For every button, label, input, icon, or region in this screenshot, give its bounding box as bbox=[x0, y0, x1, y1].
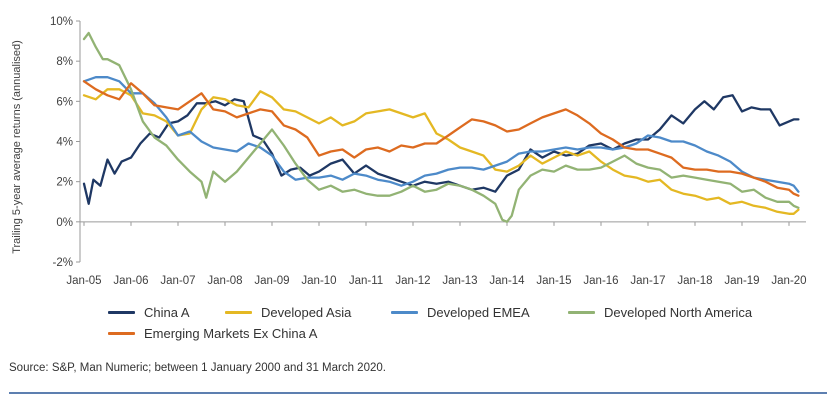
x-tick-label: Jan-20 bbox=[771, 275, 806, 287]
y-tick-label: 6% bbox=[56, 96, 73, 108]
legend-item-emerging-markets-ex-china-a: Emerging Markets Ex China A bbox=[108, 326, 317, 341]
legend-swatch bbox=[108, 311, 135, 314]
series-line-developed-north-america bbox=[82, 31, 800, 223]
x-tick-label: Jan-14 bbox=[489, 275, 525, 287]
chart-series bbox=[82, 31, 800, 223]
x-tick-label: Jan-15 bbox=[536, 275, 571, 287]
y-tick-label: -2% bbox=[53, 257, 73, 269]
x-tick-label: Jan-05 bbox=[66, 275, 101, 287]
chart-axes bbox=[76, 20, 806, 263]
legend-swatch bbox=[108, 332, 135, 335]
legend-swatch bbox=[225, 311, 252, 314]
legend-item-developed-asia: Developed Asia bbox=[225, 305, 391, 320]
x-tick-label: Jan-12 bbox=[395, 275, 430, 287]
y-tick-label: 8% bbox=[56, 56, 73, 68]
legend-row-1: China A Developed Asia Developed EMEA De… bbox=[108, 302, 808, 323]
legend-item-developed-north-america: Developed North America bbox=[568, 305, 752, 320]
y-axis-label: Trailing 5-year average returns (annuali… bbox=[11, 40, 23, 254]
y-tick-label: 2% bbox=[56, 177, 73, 189]
legend-row-2: Emerging Markets Ex China A bbox=[108, 323, 808, 344]
y-tick-label: 4% bbox=[56, 137, 73, 149]
series-line-developed-asia bbox=[82, 88, 800, 215]
legend-item-china-a: China A bbox=[108, 305, 225, 320]
x-tick-label: Jan-08 bbox=[207, 275, 242, 287]
x-tick-label: Jan-09 bbox=[254, 275, 289, 287]
legend-swatch bbox=[391, 311, 418, 314]
x-tick-label: Jan-11 bbox=[349, 275, 383, 287]
line-chart: -2% 0% 2% 4% 6% 8% 10% Jan-05 Jan-06 Jan-07 Jan-08… bbox=[11, 16, 807, 287]
legend-label: Developed North America bbox=[604, 305, 753, 320]
legend-item-developed-emea: Developed EMEA bbox=[391, 305, 568, 320]
divider bbox=[9, 392, 827, 394]
legend-label: China A bbox=[144, 305, 190, 320]
series-line-china-a bbox=[82, 94, 800, 205]
x-tick-label: Jan-07 bbox=[160, 275, 195, 287]
x-tick-label: Jan-17 bbox=[630, 275, 665, 287]
legend-label: Developed Asia bbox=[261, 305, 352, 320]
x-tick-label: Jan-13 bbox=[442, 275, 477, 287]
y-tick-label: 0% bbox=[56, 217, 73, 229]
x-tick-label: Jan-10 bbox=[301, 275, 336, 287]
legend-swatch bbox=[568, 311, 595, 314]
x-tick-label: Jan-06 bbox=[113, 275, 148, 287]
legend-label: Emerging Markets Ex China A bbox=[144, 326, 318, 341]
x-tick-label: Jan-19 bbox=[724, 275, 759, 287]
series-line-emerging-markets-ex-china-a bbox=[82, 80, 800, 197]
source-note: Source: S&P, Man Numeric; between 1 Janu… bbox=[9, 362, 386, 374]
chart-tick-labels: -2% 0% 2% 4% 6% 8% 10% Jan-05 Jan-06 Jan-07 Jan-08… bbox=[50, 16, 807, 287]
x-tick-label: Jan-16 bbox=[583, 275, 618, 287]
y-tick-label: 10% bbox=[50, 16, 73, 28]
legend-label: Developed EMEA bbox=[427, 305, 530, 320]
x-tick-label: Jan-18 bbox=[677, 275, 712, 287]
chart-legend: China A Developed Asia Developed EMEA De… bbox=[108, 302, 808, 344]
series-line-developed-emea bbox=[82, 76, 800, 193]
